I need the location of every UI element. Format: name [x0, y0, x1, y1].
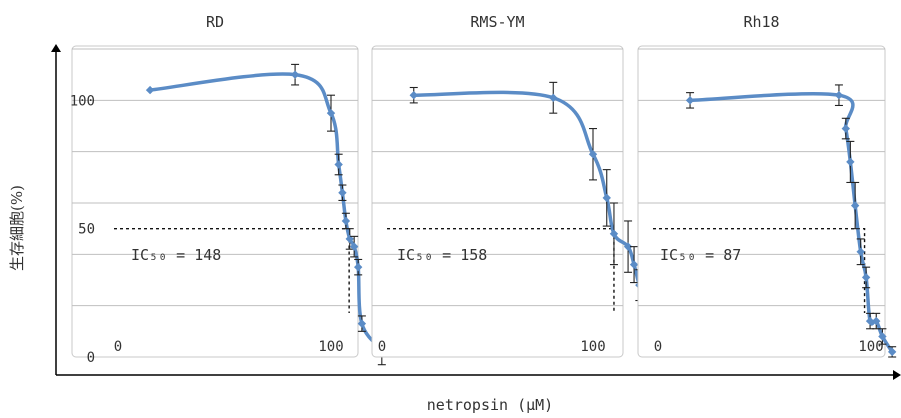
data-point	[341, 216, 351, 226]
data-point	[609, 229, 619, 238]
data-point	[856, 247, 865, 256]
data-point	[338, 188, 347, 197]
data-point	[409, 91, 418, 100]
data-point	[887, 347, 897, 357]
data-point	[878, 332, 887, 341]
y-tick-label: 0	[87, 350, 95, 366]
data-point	[602, 193, 611, 203]
data-point	[872, 316, 881, 326]
x-axis-label: netropsin (μM)	[427, 396, 553, 414]
x-tick-label: 0	[654, 339, 662, 355]
data-point	[349, 242, 359, 251]
ic50-guide-line	[387, 227, 615, 313]
y-axis: 0 50 100	[70, 93, 95, 366]
data-point	[334, 160, 343, 169]
ic50-label: IC₅₀ = 158	[397, 246, 487, 264]
data-point	[834, 91, 844, 100]
data-point	[353, 262, 363, 272]
panel-frame	[637, 45, 886, 358]
chart-panel: Rh1801001000IC₅₀ = 87	[637, 13, 897, 358]
x-axis-arrowhead	[893, 370, 901, 380]
panel-title: RD	[206, 13, 224, 31]
panel-frame	[371, 45, 624, 358]
panel-title: Rh18	[743, 13, 779, 31]
ic50-label: IC₅₀ = 87	[660, 246, 741, 264]
x-tick-label: 0	[378, 339, 386, 355]
x-tick-label: 100	[858, 339, 883, 355]
x-tick-label: 100	[580, 339, 605, 355]
data-point	[357, 319, 367, 328]
data-point	[629, 260, 639, 269]
x-tick-label: 100	[318, 339, 343, 355]
y-tick-label: 100	[70, 93, 95, 109]
data-point	[549, 93, 558, 102]
y-tick-label: 50	[78, 222, 95, 238]
chart-panel: RD 0 100 100 0 IC₅₀ = 148	[71, 13, 454, 366]
data-point	[846, 157, 855, 167]
ic50-label: IC₅₀ = 148	[131, 246, 221, 264]
data-point	[326, 108, 336, 118]
panel-frame	[71, 45, 359, 358]
chart-panels: RD 0 100 100 0 IC₅₀ = 148 RMS-YM 0 100 100 0 IC₅₀ =…	[71, 13, 897, 366]
data-point	[850, 201, 860, 210]
x-tick-label: 0	[114, 339, 122, 355]
data-point	[290, 70, 300, 79]
data-point	[685, 96, 695, 105]
y-axis-arrowhead	[51, 44, 61, 52]
y-axis-label: 生存細胞(%)	[8, 185, 26, 271]
panel-title: RMS-YM	[470, 13, 524, 31]
data-point	[861, 273, 871, 282]
data-point	[145, 85, 155, 95]
data-point	[588, 150, 598, 159]
data-point	[623, 242, 633, 251]
data-point	[841, 124, 851, 133]
data-point	[865, 316, 875, 326]
ic50-guide-line	[653, 227, 866, 313]
